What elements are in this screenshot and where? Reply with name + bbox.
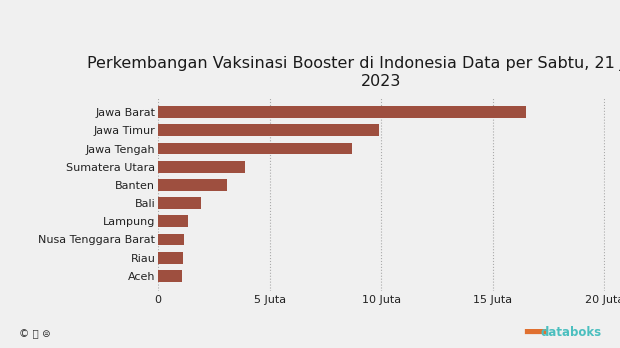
Bar — [158, 161, 245, 173]
Bar — [158, 252, 183, 263]
Text: ▀▀▀: ▀▀▀ — [524, 329, 546, 339]
Bar — [158, 234, 184, 245]
Bar — [158, 270, 182, 282]
Text: © ⓓ ⊜: © ⓓ ⊜ — [19, 329, 50, 339]
Bar — [158, 179, 228, 191]
Bar — [158, 197, 200, 209]
Bar — [158, 215, 188, 227]
Title: Perkembangan Vaksinasi Booster di Indonesia Data per Sabtu, 21 Januari
2023: Perkembangan Vaksinasi Booster di Indone… — [87, 56, 620, 89]
Bar — [158, 106, 526, 118]
Bar — [158, 125, 379, 136]
Text: databoks: databoks — [540, 326, 601, 339]
Bar — [158, 143, 352, 155]
